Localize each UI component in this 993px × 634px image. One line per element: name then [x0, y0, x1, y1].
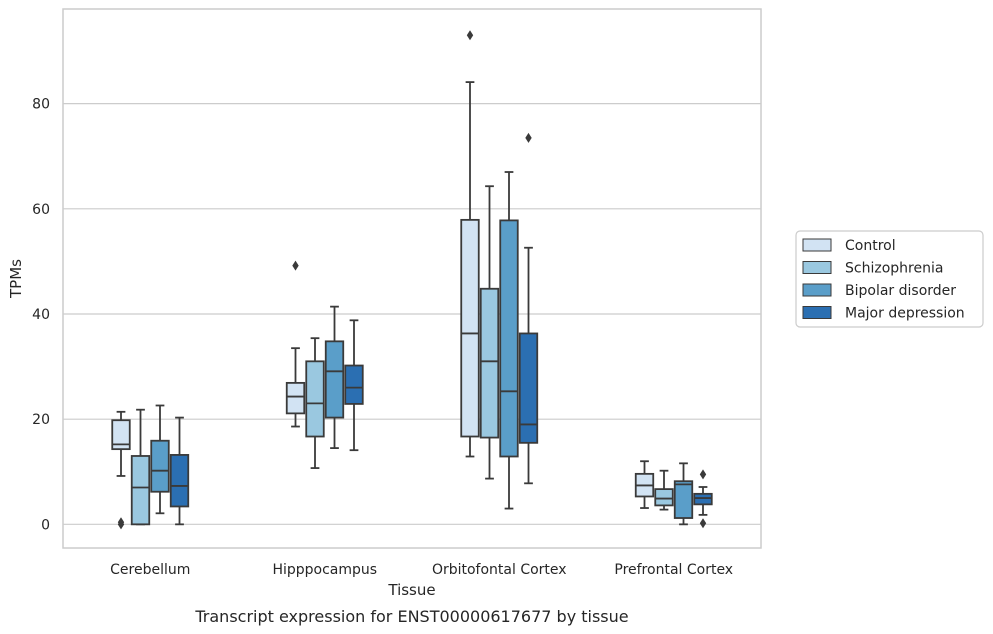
box-bipolar-disorder [150, 404, 170, 515]
boxes [111, 30, 713, 530]
y-tick-label: 20 [32, 412, 50, 428]
x-tick-label: Prefrontal Cortex [614, 562, 733, 578]
outlier-point [699, 469, 707, 480]
box-iqr [130, 455, 151, 526]
legend-swatch [802, 306, 832, 319]
box-iqr [169, 454, 190, 508]
box-control [111, 410, 131, 530]
box-iqr [479, 287, 500, 439]
y-tick-labels: 0 20 40 60 80 [32, 97, 50, 534]
legend-label: Control [845, 238, 896, 254]
box-schizophrenia [479, 185, 500, 480]
outlier-point [117, 517, 125, 528]
box-bipolar-disorder [499, 171, 519, 510]
outlier-point [466, 30, 474, 41]
legend: Control Schizophrenia Bipolar disorder Majo… [795, 230, 984, 328]
box-schizophrenia [305, 337, 325, 469]
box-iqr [305, 360, 325, 438]
box-control [634, 460, 655, 509]
box-iqr [150, 439, 170, 493]
y-axis-label: TPMs [7, 259, 25, 299]
box-iqr [285, 381, 306, 415]
chart-caption: Transcript expression for ENST0000061767… [194, 607, 628, 626]
legend-swatch [802, 238, 832, 252]
box-major-depression [693, 469, 713, 529]
box-iqr [344, 364, 364, 405]
box-iqr [324, 340, 345, 419]
outlier-point [292, 260, 299, 271]
plot-frame [62, 8, 762, 549]
x-axis-label: Tissue [387, 581, 435, 599]
box-iqr [111, 419, 131, 451]
outlier-point [699, 518, 707, 529]
box-major-depression [169, 416, 190, 526]
legend-label: Bipolar disorder [845, 283, 956, 299]
box-bipolar-disorder [324, 305, 345, 449]
box-iqr [460, 218, 480, 438]
box-iqr [518, 332, 539, 444]
box-bipolar-disorder [673, 462, 694, 526]
x-tick-label: Hipppocampus [272, 562, 377, 578]
box-iqr [499, 219, 519, 458]
box-schizophrenia [654, 469, 674, 511]
box-major-depression [344, 319, 364, 452]
legend-frame [795, 230, 984, 328]
legend-label: Major depression [845, 306, 965, 322]
x-tick-label: Cerebellum [110, 562, 190, 578]
box-iqr [654, 488, 674, 507]
y-tick-label: 0 [41, 517, 50, 533]
box-schizophrenia [130, 408, 151, 526]
x-tick-labels: Cerebellum Hipppocampus Orbitofontal Corte… [110, 562, 733, 578]
box-control [460, 30, 480, 458]
y-tick-label: 60 [32, 202, 50, 218]
outlier-point [525, 132, 532, 143]
legend-swatch [802, 283, 832, 297]
box-iqr [673, 480, 694, 519]
legend-swatch [802, 261, 832, 274]
y-tick-label: 80 [32, 97, 50, 113]
box-major-depression [518, 132, 539, 485]
x-tick-label: Orbitofontal Cortex [432, 562, 567, 578]
legend-label: Schizophrenia [845, 261, 943, 277]
y-tick-label: 40 [32, 307, 50, 323]
box-iqr [693, 492, 713, 506]
box-control [285, 260, 306, 428]
